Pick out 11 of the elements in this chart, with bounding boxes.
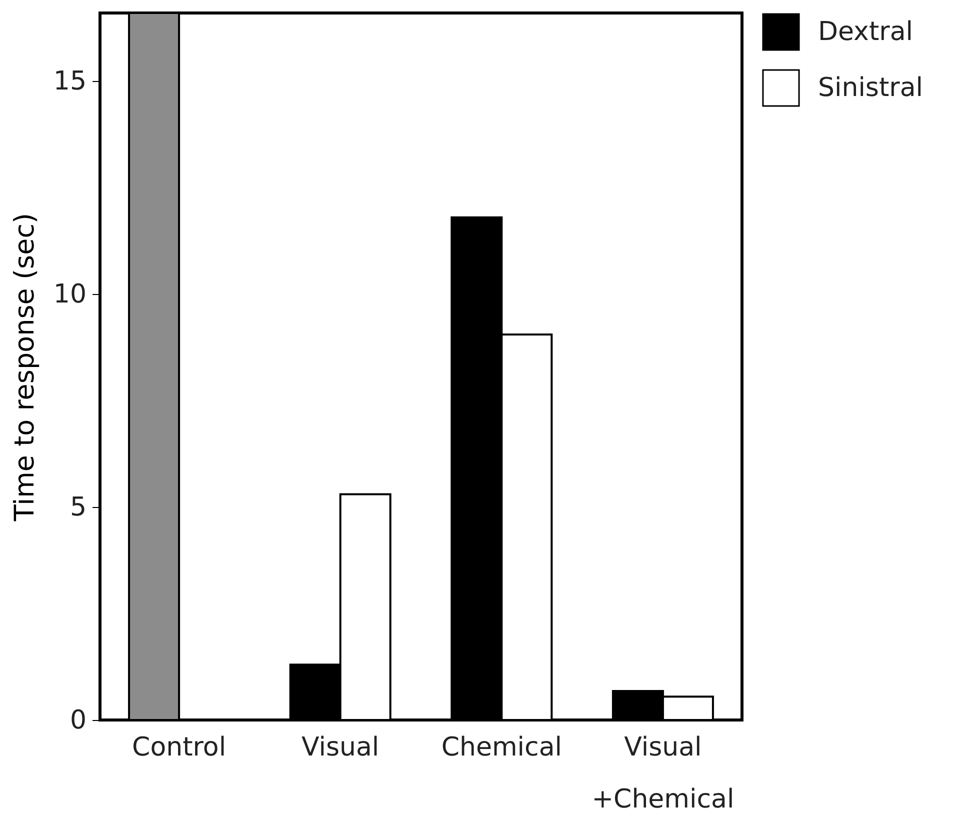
y-tick-label: 5: [70, 492, 86, 523]
y-tick-label: 10: [53, 280, 86, 310]
x-tick-label: Visual: [302, 732, 380, 762]
legend-label: Dextral: [818, 17, 913, 47]
legend-label: Sinistral: [818, 73, 924, 103]
y-tick-label: 0: [70, 706, 86, 736]
x-tick-label: Chemical: [441, 732, 562, 762]
y-tick-label: 15: [53, 66, 86, 97]
x-tick-label: Control: [132, 732, 226, 762]
x-tick-label: Visual +Chemical: [592, 732, 734, 814]
y-axis-title: Time to response (sec): [9, 212, 40, 522]
